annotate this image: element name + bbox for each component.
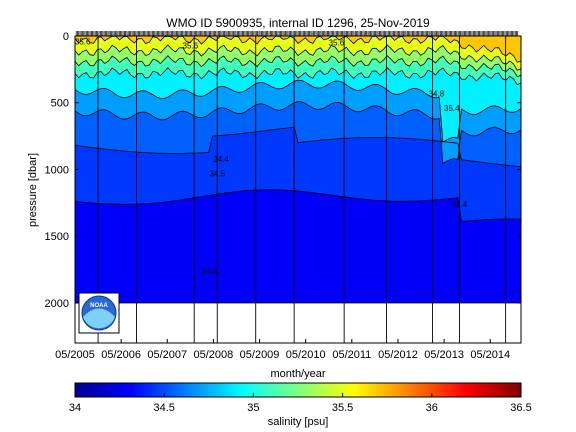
noaa-logo: NOAA xyxy=(78,292,120,334)
contour-34.8 xyxy=(75,79,521,143)
x-tick-label: 05/2014 xyxy=(470,349,510,361)
band-35.6 xyxy=(75,36,521,63)
contour-34.4 xyxy=(75,189,521,222)
y-axis-label: pressure [dbar] xyxy=(27,153,39,227)
isohaline-contours xyxy=(75,36,521,304)
plot-area: 35.6 35.6 34.4 34.5 34.6 35.6 35.4 34.4 34.8 xyxy=(75,36,521,343)
contour-34.5 xyxy=(75,126,521,168)
colorbar-tick-label: 36.5 xyxy=(510,402,531,414)
chart-title: WMO ID 5900935, internal ID 1296, 25-Nov… xyxy=(166,16,430,30)
y-tick-label: 2000 xyxy=(45,298,69,310)
colorbar: 34 34.5 35 35.5 36 36.5 xyxy=(69,382,532,414)
colorbar-tick-label: 35 xyxy=(247,402,259,414)
x-tick-label: 05/2007 xyxy=(147,349,187,361)
x-axis-label: month/year xyxy=(270,368,325,380)
logo-wave xyxy=(83,308,115,329)
profile-lines xyxy=(97,36,507,343)
colorbar-tick-label: 34.5 xyxy=(153,402,174,414)
plot-frame xyxy=(74,35,522,344)
contour-35 xyxy=(75,67,521,86)
contour-label: 34.4 xyxy=(213,155,229,164)
y-axis: 0 500 1000 1500 2000 xyxy=(45,31,521,310)
contour-label: 34.6 xyxy=(202,267,218,276)
y-tick-label: 500 xyxy=(51,98,69,110)
colorbar-tick-label: 35.5 xyxy=(332,402,353,414)
colorbar-tick-label: 34 xyxy=(69,402,81,414)
colorbar-tick-label: 36 xyxy=(426,402,438,414)
contour-label: 34.5 xyxy=(209,169,225,178)
profile-tick-marks xyxy=(75,31,519,36)
x-tick-label: 05/2005 xyxy=(55,349,95,361)
contour-label: 34.4 xyxy=(452,200,468,209)
x-axis: 05/2005 05/2006 05/2007 05/2008 05/2009 05/20… xyxy=(55,339,510,361)
contour-label: 35.6 xyxy=(329,39,345,48)
contour-35.2 xyxy=(75,55,521,78)
y-tick-label: 1000 xyxy=(45,164,69,176)
x-tick-label: 05/2011 xyxy=(332,349,371,361)
x-tick-label: 05/2010 xyxy=(286,349,326,361)
colorbar-label: salinity [psu] xyxy=(268,416,329,428)
contour-35.4 xyxy=(75,44,521,71)
contour-label: 34.8 xyxy=(429,89,445,98)
x-tick-label: 05/2012 xyxy=(378,349,418,361)
y-tick-label: 1500 xyxy=(45,231,69,243)
colorbar-ticks: 34 34.5 35 35.5 36 36.5 xyxy=(69,393,532,414)
colorbar-ramp xyxy=(74,382,522,398)
logo-text: NOAA xyxy=(90,303,108,309)
x-tick-label: 05/2013 xyxy=(424,349,464,361)
x-tick-label: 05/2006 xyxy=(101,349,141,361)
contour-34.6 xyxy=(75,101,521,165)
y-tick-label: 0 xyxy=(63,31,69,43)
x-tick-label: 05/2008 xyxy=(194,349,234,361)
band-35.4 xyxy=(75,36,521,71)
contour-label: 35.6 xyxy=(75,37,91,46)
contour-label: 35.4 xyxy=(444,104,460,113)
contour-labels: 35.6 35.6 34.4 34.5 34.6 35.6 35.4 34.4 34.8 xyxy=(75,37,468,276)
contour-label: 35.6 xyxy=(183,41,199,50)
salinity-bands xyxy=(75,36,521,303)
x-tick-label: 05/2009 xyxy=(240,349,280,361)
contour-35.6 xyxy=(75,36,521,63)
